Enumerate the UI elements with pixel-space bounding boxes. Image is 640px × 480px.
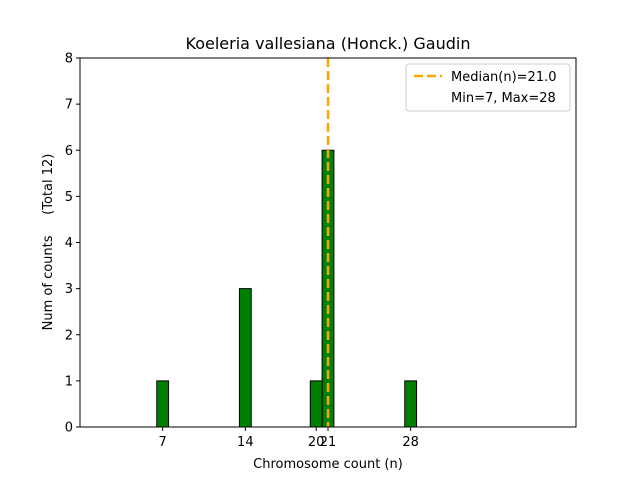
legend: Median(n)=21.0 Min=7, Max=28 <box>405 63 571 112</box>
y-tick-label-8: 8 <box>65 52 73 67</box>
bar-28 <box>404 380 418 428</box>
y-tick-label-5: 5 <box>65 190 73 205</box>
x-tick-label-14: 14 <box>237 435 254 450</box>
legend-entry-median: Median(n)=21.0 <box>451 70 557 85</box>
y-tick-label-2: 2 <box>65 328 73 343</box>
bar-14 <box>238 288 252 428</box>
x-tick-label-7: 7 <box>159 435 167 450</box>
chart-title: Koeleria vallesiana (Honck.) Gaudin <box>186 34 471 53</box>
x-tick-label-20: 20 <box>308 435 325 450</box>
x-tick-label-21: 21 <box>320 435 337 450</box>
y-tick-label-6: 6 <box>65 144 73 159</box>
y-tick-label-4: 4 <box>65 236 73 251</box>
bar-group <box>80 149 447 428</box>
x-axis-label: Chromosome count (n) <box>253 457 403 472</box>
y-axis-label: Num of counts (Total 12) <box>41 154 56 331</box>
y-tick-label-1: 1 <box>65 374 73 389</box>
y-tick-label-7: 7 <box>65 98 73 113</box>
legend-box <box>405 63 571 112</box>
y-tick-label-0: 0 <box>65 421 73 436</box>
y-tick-label-3: 3 <box>65 282 73 297</box>
x-tick-label-28: 28 <box>402 435 419 450</box>
legend-entry-minmax: Min=7, Max=28 <box>451 91 556 106</box>
bar-20 <box>309 380 323 428</box>
y-axis: 0 1 2 3 4 5 6 7 8 <box>65 52 80 436</box>
bar-7 <box>156 380 170 428</box>
